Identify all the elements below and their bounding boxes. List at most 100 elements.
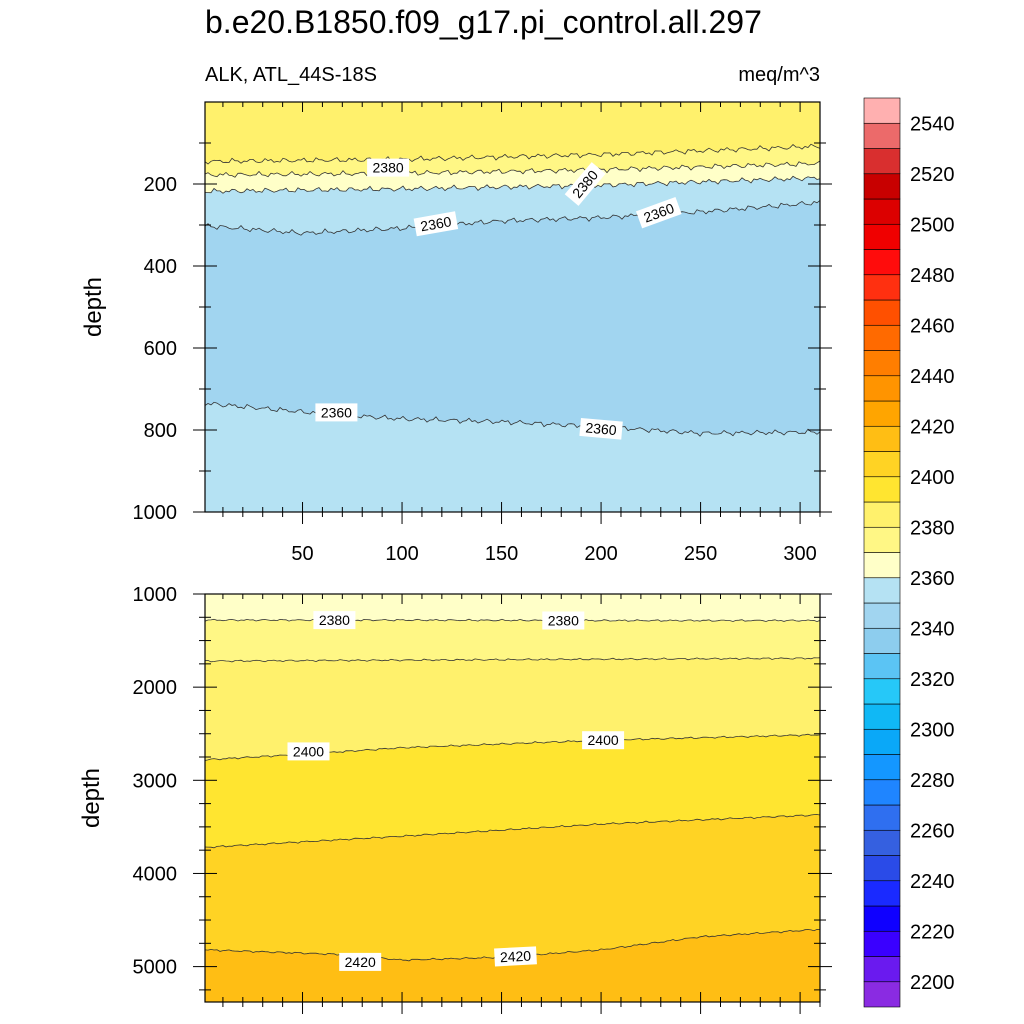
colorbar: 2200 2220 2240 2260 2280 2300 2320 2340 2360 2380…: [863, 97, 955, 1008]
x-tick-label: 100: [385, 543, 418, 565]
chart-title: b.e20.B1850.f09_g17.pi_control.all.297: [205, 4, 762, 40]
contour-label-bg: [339, 952, 382, 971]
y-tick-label: 1000: [133, 584, 178, 606]
contour-label-bg: [313, 611, 356, 630]
colorbar-label: 2500: [910, 214, 955, 236]
y-tick-label: 4000: [133, 863, 178, 885]
y-tick-label: 400: [144, 256, 177, 278]
contour-label-text: 2380: [548, 613, 579, 629]
contour-label-bg: [635, 197, 682, 229]
contour-label-bg: [582, 731, 625, 750]
y-tick-label: 5000: [133, 957, 178, 979]
contour-label-text: 2420: [500, 948, 532, 966]
colorbar-box: [863, 552, 901, 579]
colorbar-box: [863, 173, 901, 200]
colorbar-box: [863, 855, 901, 882]
y-axis-label: depth: [80, 277, 107, 337]
colorbar-box: [863, 577, 901, 604]
x-tick-label: 300: [783, 543, 816, 565]
contour-label-text: 2380: [373, 160, 404, 176]
colorbar-label: 2340: [910, 618, 955, 640]
contour-label-text: 2400: [293, 743, 324, 759]
colorbar-box: [863, 350, 901, 377]
contour-label-text: 2400: [588, 732, 619, 748]
contour-band-4: [205, 402, 820, 512]
panel-fills: [205, 594, 820, 1002]
colorbar-box: [863, 425, 901, 452]
colorbar-box: [863, 122, 901, 149]
colorbar-box: [863, 400, 901, 427]
colorbar-label: 2380: [910, 517, 955, 539]
colorbar-label: 2200: [910, 972, 955, 994]
contour-label: 2380: [313, 611, 356, 630]
contour-label: 2380: [367, 158, 410, 177]
colorbar-label: 2460: [910, 315, 955, 337]
x-tick-label: 50: [291, 543, 313, 565]
y-tick-label: 600: [144, 338, 177, 360]
contour-line-0: [205, 143, 820, 165]
contour-line-3: [205, 200, 820, 236]
contour-label-bg: [579, 418, 623, 440]
colorbar-label: 2400: [910, 467, 955, 489]
colorbar-box: [863, 956, 901, 983]
contour-label-bg: [287, 742, 330, 761]
colorbar-label: 2440: [910, 366, 955, 388]
colorbar-box: [863, 198, 901, 225]
contour-label-text: 2380: [319, 612, 350, 628]
colorbar-box: [863, 779, 901, 806]
colorbar-box: [863, 754, 901, 781]
colorbar-label: 2320: [910, 669, 955, 691]
colorbar-box: [863, 97, 901, 124]
contour-label-bg: [315, 403, 358, 422]
contour-label-text: 2360: [419, 213, 453, 234]
contour-line-3: [205, 814, 820, 849]
contour-label-bg: [367, 158, 410, 177]
colorbar-box: [863, 148, 901, 175]
panel-frame: [204, 593, 821, 1003]
contour-label-bg: [542, 611, 585, 630]
colorbar-label: 2280: [910, 770, 955, 792]
colorbar-box: [863, 223, 901, 250]
contour-line-0: [205, 618, 820, 623]
contour-label: 2400: [582, 731, 625, 750]
colorbar-label: 2520: [910, 164, 955, 186]
colorbar-box: [863, 829, 901, 856]
left-subtitle: ALK, ATL_44S-18S: [205, 64, 377, 86]
colorbar-label: 2360: [910, 568, 955, 590]
panel-lower: 2380 2380 2400 2400 2420 2420 1000 2000 3000 4000…: [78, 584, 832, 1014]
colorbar-box: [863, 249, 901, 276]
contour-label: 2360: [315, 403, 358, 422]
colorbar-box: [863, 930, 901, 957]
x-tick-label: 250: [684, 543, 717, 565]
contour-line-1: [205, 160, 820, 178]
colorbar-box: [863, 678, 901, 705]
colorbar-box: [863, 880, 901, 907]
contour-label-text: 2360: [585, 419, 618, 438]
contour-label-bg: [413, 211, 459, 237]
y-tick-label: 3000: [133, 770, 178, 792]
colorbar-box: [863, 501, 901, 528]
contour-label-text: 2360: [321, 404, 352, 420]
colorbar-box: [863, 375, 901, 402]
colorbar-label: 2220: [910, 921, 955, 943]
colorbar-box: [863, 324, 901, 351]
colorbar-box: [863, 299, 901, 326]
colorbar-label: 2260: [910, 820, 955, 842]
colorbar-box: [863, 602, 901, 629]
colorbar-label: 2420: [910, 416, 955, 438]
colorbar-box: [863, 703, 901, 730]
contour-line-4: [205, 401, 820, 437]
y-tick-label: 2000: [133, 677, 178, 699]
colorbar-label: 2480: [910, 265, 955, 287]
y-tick-label: 200: [144, 174, 177, 196]
colorbar-box: [863, 804, 901, 831]
contour-label-bg: [494, 946, 537, 967]
colorbar-box: [863, 728, 901, 755]
contour-label: 2400: [287, 742, 330, 761]
colorbar-label: 2540: [910, 113, 955, 135]
x-tick-label: 150: [485, 543, 518, 565]
colorbar-label: 2300: [910, 719, 955, 741]
